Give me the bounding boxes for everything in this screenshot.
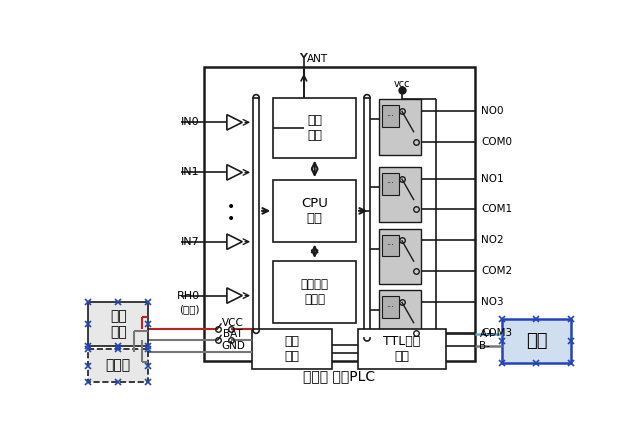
Text: IN0: IN0 [182,117,200,127]
Bar [379,167,421,222]
Bar [273,180,356,242]
Text: 用户程序
存储器: 用户程序 存储器 [301,278,328,306]
Text: 电源
电路: 电源 电路 [285,335,299,363]
Bar [88,302,148,347]
Text: 测控通 电台PLC: 测控通 电台PLC [303,370,375,384]
Text: A+: A+ [479,329,495,339]
Bar [273,261,356,323]
Bar [382,173,399,195]
Text: VCC: VCC [222,317,244,328]
Bar [253,98,259,330]
Text: NO1: NO1 [481,174,504,183]
Text: NO3: NO3 [481,297,504,307]
Bar [88,350,148,382]
Text: NO2: NO2 [481,235,504,245]
Text: ···: ··· [386,241,394,250]
Text: ···: ··· [386,179,394,188]
Text: GND: GND [221,341,245,351]
Bar [382,296,399,318]
Text: TTL串口
接口: TTL串口 接口 [383,335,421,363]
Text: RH0: RH0 [177,290,200,301]
Text: NO0: NO0 [481,106,504,116]
Text: 蓄电池: 蓄电池 [106,358,131,373]
Text: IN1: IN1 [182,168,200,177]
Text: BAT: BAT [223,329,243,339]
Bar [379,290,421,346]
Text: •: • [227,212,235,225]
Text: COM0: COM0 [481,137,512,147]
Text: COM3: COM3 [481,328,512,338]
Bar [379,229,421,284]
Text: B-: B- [479,341,490,351]
Text: 电台: 电台 [526,332,547,350]
Bar [382,105,399,127]
Text: COM1: COM1 [481,204,512,214]
Text: (湿度): (湿度) [180,305,200,314]
Bar [382,235,399,256]
Text: ···: ··· [386,112,394,121]
Text: ANT: ANT [307,54,328,64]
Text: •: • [227,200,235,214]
Text: IN7: IN7 [181,236,200,247]
Bar [204,67,475,361]
Text: COM2: COM2 [481,266,512,276]
Text: vcc: vcc [393,79,410,89]
Text: 供电
电源: 供电 电源 [110,309,127,339]
Text: 射频
模块: 射频 模块 [307,114,322,142]
Bar [502,319,571,363]
Bar [379,99,421,155]
Bar [252,329,332,369]
Bar [364,98,370,338]
Bar [358,329,446,369]
Text: CPU
单元: CPU 单元 [301,197,328,225]
Text: ···: ··· [386,303,394,312]
Bar [273,98,356,158]
